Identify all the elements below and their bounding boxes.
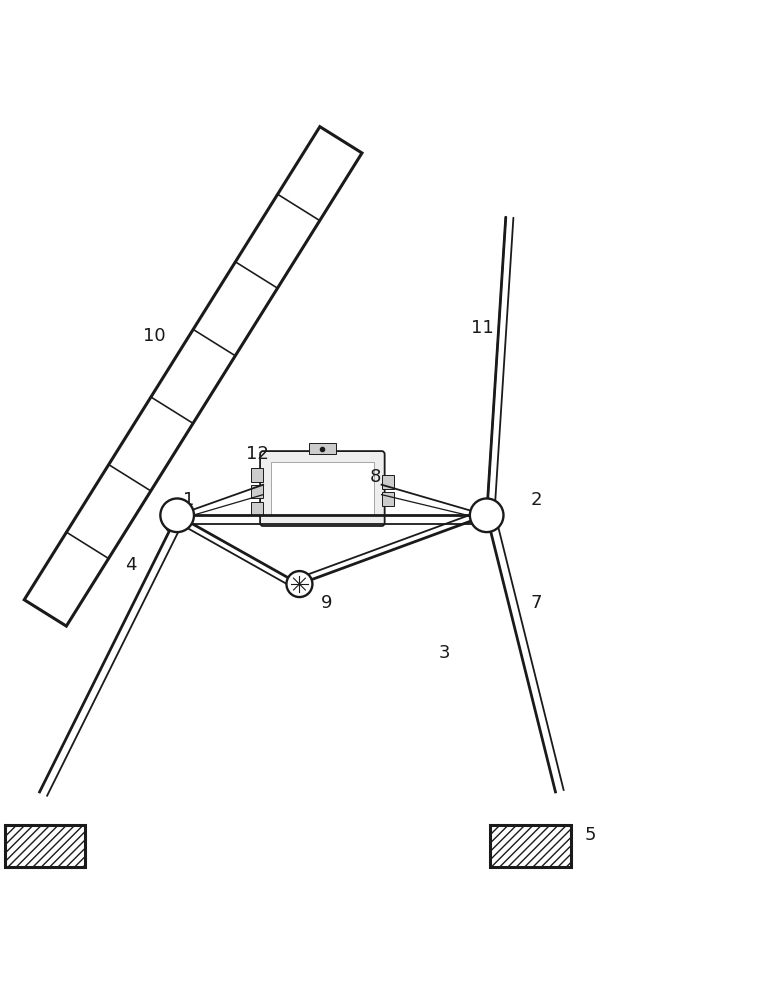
Bar — [251, 468, 263, 482]
Text: 10: 10 — [143, 327, 166, 345]
Bar — [382, 492, 393, 506]
Bar — [308, 443, 336, 454]
Circle shape — [286, 571, 312, 597]
Text: 1: 1 — [183, 491, 194, 509]
Text: 2: 2 — [531, 491, 542, 509]
Text: 11: 11 — [472, 319, 494, 337]
Circle shape — [160, 498, 194, 532]
Text: 3: 3 — [439, 644, 450, 662]
Circle shape — [470, 498, 503, 532]
Bar — [382, 475, 393, 489]
Text: 8: 8 — [370, 468, 381, 486]
Text: 5: 5 — [584, 826, 596, 844]
Text: 12: 12 — [246, 445, 269, 463]
Bar — [251, 485, 263, 498]
Bar — [5, 825, 85, 867]
Text: 4: 4 — [126, 556, 137, 574]
FancyBboxPatch shape — [260, 451, 384, 526]
Bar — [251, 502, 263, 515]
Text: 9: 9 — [321, 594, 332, 612]
Text: 6: 6 — [164, 518, 175, 536]
Bar — [271, 462, 374, 515]
Text: 7: 7 — [531, 594, 542, 612]
Bar — [490, 825, 571, 867]
